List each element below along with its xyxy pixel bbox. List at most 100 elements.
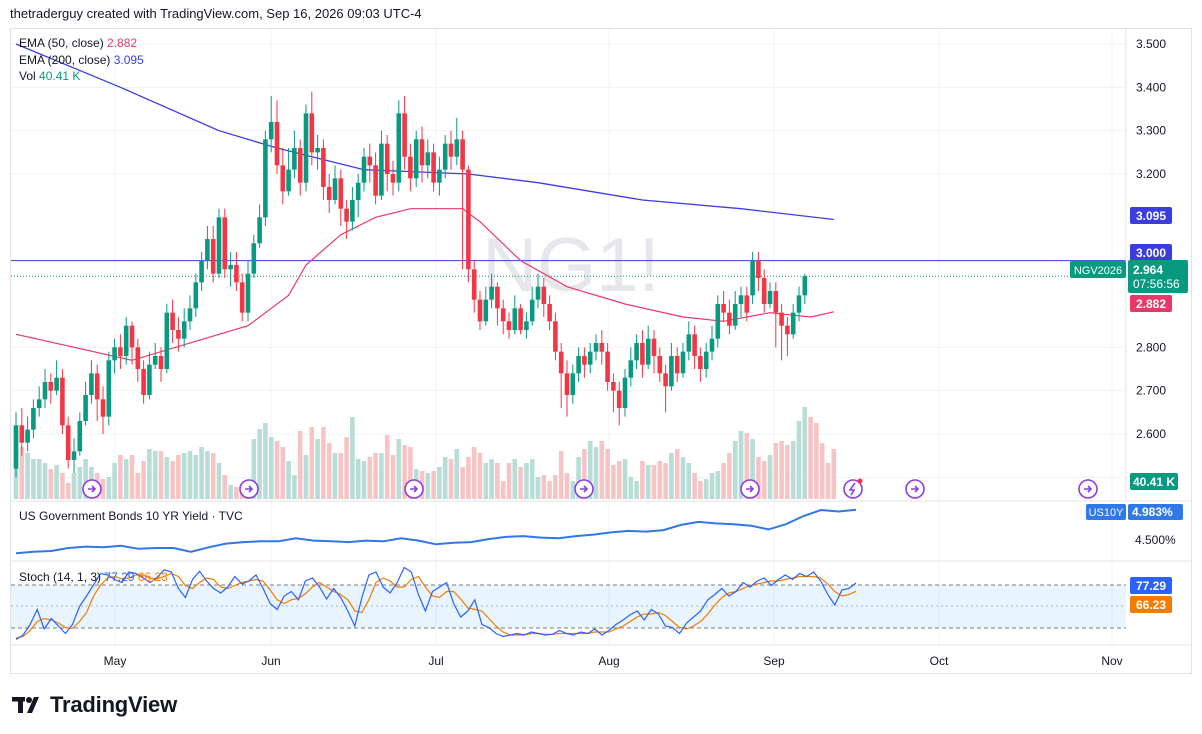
candle[interactable]	[448, 130, 454, 170]
dividend-marker-icon[interactable]	[404, 479, 424, 499]
candle[interactable]	[437, 156, 442, 196]
candle[interactable]	[460, 130, 465, 270]
candle[interactable]	[36, 386, 42, 417]
candle[interactable]	[477, 291, 483, 330]
candle[interactable]	[361, 148, 367, 192]
earnings-marker-icon[interactable]	[843, 478, 863, 499]
candle[interactable]	[181, 308, 187, 348]
candle[interactable]	[727, 299, 732, 335]
chart-frame[interactable]: NG1! EMA (50, close) 2.882 EMA (200, clo…	[10, 28, 1192, 674]
candle[interactable]	[210, 226, 216, 283]
candle[interactable]	[721, 291, 726, 322]
candle[interactable]	[60, 369, 65, 434]
candle[interactable]	[611, 373, 616, 413]
candle[interactable]	[158, 347, 164, 382]
candle[interactable]	[738, 286, 744, 317]
candle[interactable]	[651, 330, 657, 374]
ema200-line[interactable]	[15, 43, 834, 221]
dividend-marker-icon[interactable]	[82, 479, 102, 499]
candle[interactable]	[42, 369, 48, 408]
candle[interactable]	[112, 338, 117, 374]
candle[interactable]	[263, 130, 268, 226]
candle[interactable]	[228, 252, 233, 287]
candle[interactable]	[355, 174, 361, 218]
candle[interactable]	[373, 152, 378, 205]
candle[interactable]	[274, 100, 280, 174]
candle[interactable]	[71, 438, 77, 473]
dividend-marker-icon[interactable]	[574, 479, 594, 499]
candle[interactable]	[402, 96, 407, 170]
candle[interactable]	[570, 364, 576, 404]
candle[interactable]	[471, 260, 477, 313]
candle[interactable]	[547, 295, 552, 330]
candle[interactable]	[216, 208, 222, 278]
candle[interactable]	[553, 312, 558, 361]
candle[interactable]	[796, 286, 802, 322]
candle[interactable]	[292, 130, 297, 179]
candle[interactable]	[408, 143, 413, 192]
candle[interactable]	[483, 286, 489, 326]
candle[interactable]	[425, 139, 431, 179]
candle[interactable]	[251, 234, 257, 278]
candle[interactable]	[309, 91, 315, 166]
candle[interactable]	[94, 364, 100, 421]
candle[interactable]	[599, 330, 605, 365]
candle[interactable]	[790, 304, 796, 339]
candle[interactable]	[628, 347, 634, 387]
candle[interactable]	[77, 412, 83, 456]
candle[interactable]	[106, 351, 112, 426]
candle[interactable]	[332, 165, 338, 205]
candle[interactable]	[286, 148, 291, 196]
candle[interactable]	[222, 208, 228, 278]
candle[interactable]	[135, 338, 141, 382]
tradingview-logo[interactable]: TradingView	[12, 692, 177, 718]
candle[interactable]	[761, 269, 767, 313]
candle[interactable]	[582, 347, 587, 378]
candle[interactable]	[123, 317, 129, 365]
candle[interactable]	[622, 369, 628, 417]
candle[interactable]	[558, 343, 564, 408]
candle[interactable]	[802, 273, 808, 304]
candle[interactable]	[506, 312, 512, 339]
candle[interactable]	[489, 273, 494, 309]
candle[interactable]	[170, 299, 175, 343]
chart-svg[interactable]: NG1! EMA (50, close) 2.882 EMA (200, clo…	[11, 29, 1191, 673]
candle[interactable]	[442, 135, 448, 179]
candle[interactable]	[326, 174, 332, 213]
ema50-line[interactable]	[15, 208, 834, 361]
candle[interactable]	[692, 325, 697, 369]
candle[interactable]	[234, 252, 239, 291]
candle[interactable]	[257, 204, 262, 248]
candle[interactable]	[164, 304, 170, 374]
dividend-marker-icon[interactable]	[239, 479, 259, 499]
candle[interactable]	[767, 282, 773, 309]
candle[interactable]	[674, 347, 680, 382]
candle[interactable]	[785, 317, 790, 356]
candle[interactable]	[495, 282, 500, 326]
candle[interactable]	[587, 343, 593, 374]
candle[interactable]	[19, 408, 25, 456]
candle[interactable]	[100, 386, 106, 434]
candle[interactable]	[54, 360, 59, 395]
candle[interactable]	[193, 273, 199, 317]
candle[interactable]	[518, 304, 523, 335]
candle[interactable]	[367, 143, 373, 183]
candle[interactable]	[564, 360, 570, 417]
candle[interactable]	[65, 416, 71, 469]
candle[interactable]	[593, 334, 599, 361]
candle[interactable]	[280, 148, 286, 205]
candle[interactable]	[419, 126, 425, 183]
candle[interactable]	[750, 252, 755, 304]
candle[interactable]	[303, 104, 309, 192]
candle[interactable]	[338, 169, 344, 226]
candle[interactable]	[715, 295, 721, 348]
candle[interactable]	[645, 325, 651, 369]
candle[interactable]	[118, 334, 123, 369]
candle[interactable]	[13, 412, 19, 478]
candle[interactable]	[187, 295, 193, 330]
candle[interactable]	[512, 295, 518, 335]
candle[interactable]	[576, 347, 581, 382]
candle[interactable]	[384, 135, 390, 192]
candle[interactable]	[129, 321, 135, 365]
candle[interactable]	[141, 360, 146, 404]
